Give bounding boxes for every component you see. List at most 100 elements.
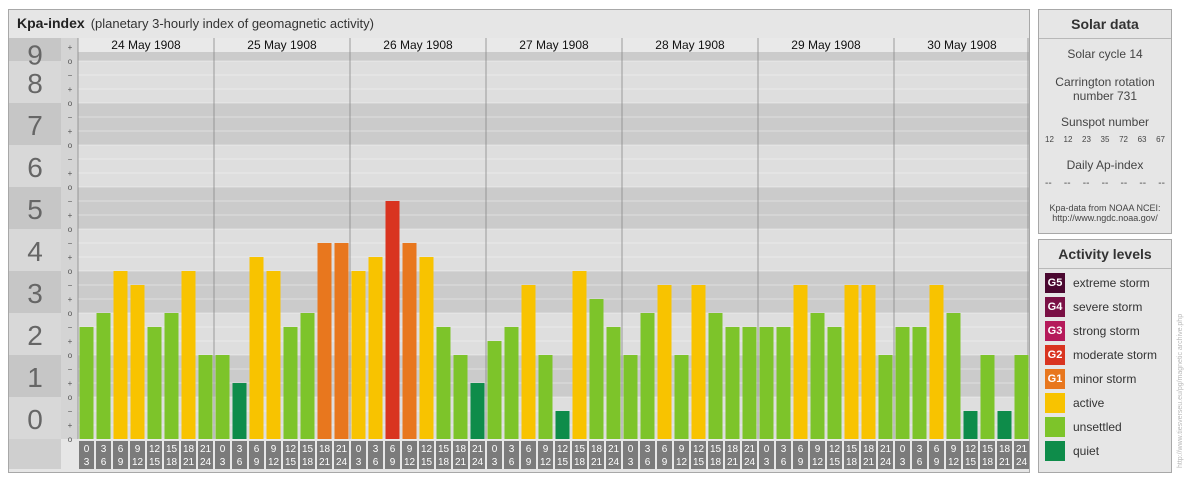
interval-box: [164, 441, 179, 469]
ap-value: --: [1063, 178, 1071, 189]
sub-tick-label: −: [68, 155, 73, 164]
sub-tick-label: −: [68, 239, 73, 248]
interval-box: [283, 441, 298, 469]
y-band-label-bg: [9, 103, 61, 145]
interval-box: [130, 441, 145, 469]
kp-bar: [164, 313, 179, 439]
sunspot-values: 12 12 23 35 72 63 67: [1039, 135, 1171, 144]
interval-start-label: 0: [220, 444, 226, 455]
legend-swatch: G3: [1045, 321, 1065, 341]
y-tick-label: 1: [27, 362, 43, 393]
legend-label: active: [1073, 396, 1105, 410]
legend-swatch: G5: [1045, 273, 1065, 293]
kp-bar: [130, 284, 145, 439]
date-header-band: [78, 38, 1029, 52]
interval-end-label: 9: [118, 457, 124, 468]
interval-box: [402, 441, 417, 469]
interval-end-label: 15: [829, 457, 841, 468]
interval-end-label: 21: [999, 457, 1011, 468]
interval-start-label: 3: [781, 444, 787, 455]
interval-box: [793, 441, 808, 469]
interval-end-label: 3: [220, 457, 226, 468]
sub-tick-label: −: [68, 281, 73, 290]
interval-end-label: 21: [319, 457, 331, 468]
interval-end-label: 12: [948, 457, 960, 468]
interval-end-label: 18: [982, 457, 994, 468]
legend-label: minor storm: [1073, 372, 1137, 386]
interval-start-label: 3: [917, 444, 923, 455]
kp-bar: [810, 313, 825, 439]
sub-tick-label: −: [68, 365, 73, 374]
interval-start-label: 21: [744, 444, 756, 455]
kp-bar: [691, 284, 706, 439]
interval-start-label: 15: [438, 444, 450, 455]
kp-bar: [929, 284, 944, 439]
interval-start-label: 6: [934, 444, 940, 455]
y-band-label-bg: [9, 271, 61, 313]
interval-end-label: 6: [237, 457, 243, 468]
interval-box: [776, 441, 791, 469]
interval-box: [351, 441, 366, 469]
ap-value: --: [1158, 178, 1165, 189]
interval-end-label: 18: [302, 457, 314, 468]
interval-start-label: 0: [628, 444, 634, 455]
activity-levels-title: Activity levels: [1039, 240, 1171, 269]
interval-start-label: 9: [815, 444, 821, 455]
y-tick-label: 9: [27, 40, 43, 71]
kp-bar: [997, 410, 1012, 439]
interval-box: [759, 441, 774, 469]
interval-box: [895, 441, 910, 469]
interval-box: [657, 441, 672, 469]
kp-bar: [538, 355, 553, 439]
y-band-label-bg: [9, 187, 61, 229]
interval-start-label: 18: [999, 444, 1011, 455]
sub-tick-label: −: [68, 113, 73, 122]
day-label: 25 May 1908: [247, 38, 317, 52]
interval-start-label: 15: [982, 444, 994, 455]
interval-box: [521, 441, 536, 469]
day-label: 28 May 1908: [655, 38, 725, 52]
legend-item: active: [1045, 393, 1171, 413]
sub-tick-label: o: [68, 99, 73, 108]
kpa-chart-panel: Kpa-index (planetary 3-hourly index of ge…: [8, 9, 1030, 473]
interval-start-label: 0: [764, 444, 770, 455]
sunspot-value: 35: [1100, 135, 1110, 144]
legend-item: unsettled: [1045, 417, 1171, 437]
activity-levels-panel: Activity levels G5 extreme storm G4 severe …: [1038, 239, 1172, 473]
interval-start-label: 21: [200, 444, 212, 455]
interval-end-label: 3: [764, 457, 770, 468]
interval-end-label: 12: [132, 457, 144, 468]
sub-tick-label: +: [68, 253, 73, 262]
interval-start-label: 3: [101, 444, 107, 455]
kp-bar: [79, 326, 94, 439]
interval-end-label: 3: [356, 457, 362, 468]
sunspot-value: 67: [1156, 135, 1165, 144]
kp-bar: [963, 410, 978, 439]
interval-box: [334, 441, 349, 469]
interval-box: [113, 441, 128, 469]
sub-tick-label: o: [68, 435, 73, 444]
kp-bar: [351, 271, 366, 439]
interval-start-label: 6: [662, 444, 668, 455]
interval-start-label: 12: [829, 444, 841, 455]
interval-box: [810, 441, 825, 469]
sub-tick-label: o: [68, 351, 73, 360]
kp-bar: [606, 326, 621, 439]
kp-bar: [708, 313, 723, 439]
interval-start-label: 12: [965, 444, 977, 455]
ap-value: --: [1082, 178, 1090, 189]
interval-box: [419, 441, 434, 469]
interval-start-label: 15: [302, 444, 314, 455]
interval-end-label: 24: [744, 457, 756, 468]
interval-end-label: 18: [438, 457, 450, 468]
legend-label: extreme storm: [1073, 276, 1150, 290]
legend-item: quiet: [1045, 441, 1171, 461]
interval-end-label: 21: [863, 457, 875, 468]
kp-bar: [623, 355, 638, 439]
source-link[interactable]: http://www.ngdc.noaa.gov/: [1052, 213, 1158, 223]
interval-end-label: 15: [693, 457, 705, 468]
interval-start-label: 12: [421, 444, 433, 455]
kp-band: [78, 187, 1029, 229]
source-line-1: Kpa-data from NOAA NCEI:: [1049, 203, 1161, 213]
